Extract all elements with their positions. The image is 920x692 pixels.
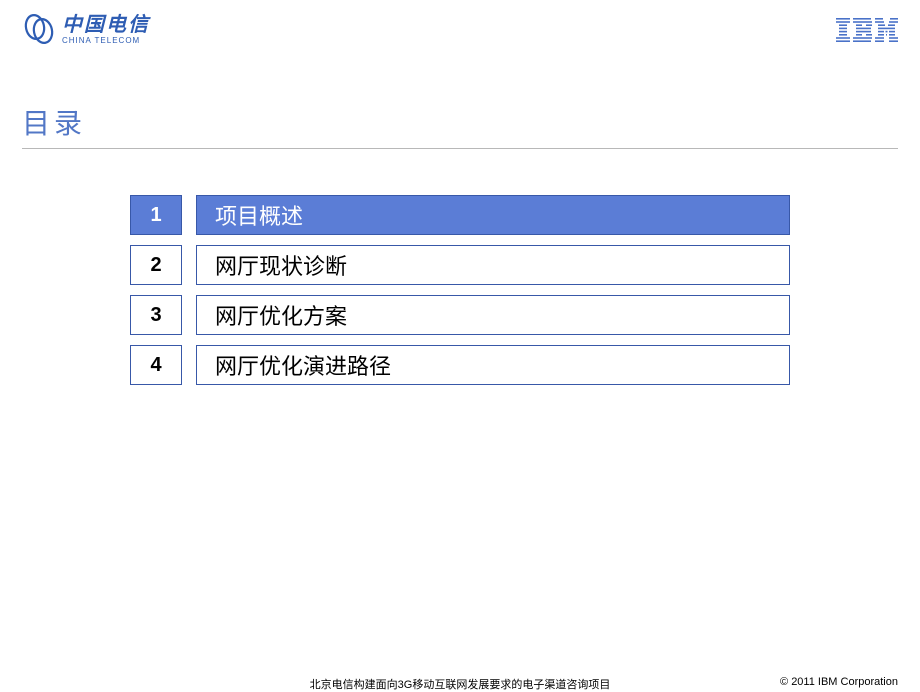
toc-num-4: 4 bbox=[130, 345, 182, 385]
toc-item-1: 1 项目概述 bbox=[130, 195, 790, 235]
telecom-en-label: CHINA TELECOM bbox=[62, 37, 150, 45]
toc-num-3: 3 bbox=[130, 295, 182, 335]
toc-item-2: 2 网厅现状诊断 bbox=[130, 245, 790, 285]
page-title: 目录 bbox=[22, 102, 898, 142]
china-telecom-icon bbox=[22, 12, 58, 48]
toc-label-2: 网厅现状诊断 bbox=[196, 245, 790, 285]
toc-label-3: 网厅优化方案 bbox=[196, 295, 790, 335]
toc-item-4: 4 网厅优化演进路径 bbox=[130, 345, 790, 385]
footer-copyright: © 2011 IBM Corporation bbox=[780, 676, 898, 688]
header: 中国电信 CHINA TELECOM bbox=[0, 0, 920, 60]
china-telecom-logo: 中国电信 CHINA TELECOM bbox=[22, 12, 150, 48]
title-section: 目录 bbox=[0, 60, 920, 157]
toc-num-2: 2 bbox=[130, 245, 182, 285]
toc-label-1: 项目概述 bbox=[196, 195, 790, 235]
toc-label-4: 网厅优化演进路径 bbox=[196, 345, 790, 385]
toc-list: 1 项目概述 2 网厅现状诊断 3 网厅优化方案 4 网厅优化演进路径 bbox=[0, 157, 920, 385]
telecom-cn-label: 中国电信 bbox=[62, 15, 150, 35]
ibm-logo bbox=[836, 12, 898, 47]
toc-item-3: 3 网厅优化方案 bbox=[130, 295, 790, 335]
toc-num-1: 1 bbox=[130, 195, 182, 235]
china-telecom-text: 中国电信 CHINA TELECOM bbox=[62, 15, 150, 45]
title-rule bbox=[22, 148, 898, 149]
